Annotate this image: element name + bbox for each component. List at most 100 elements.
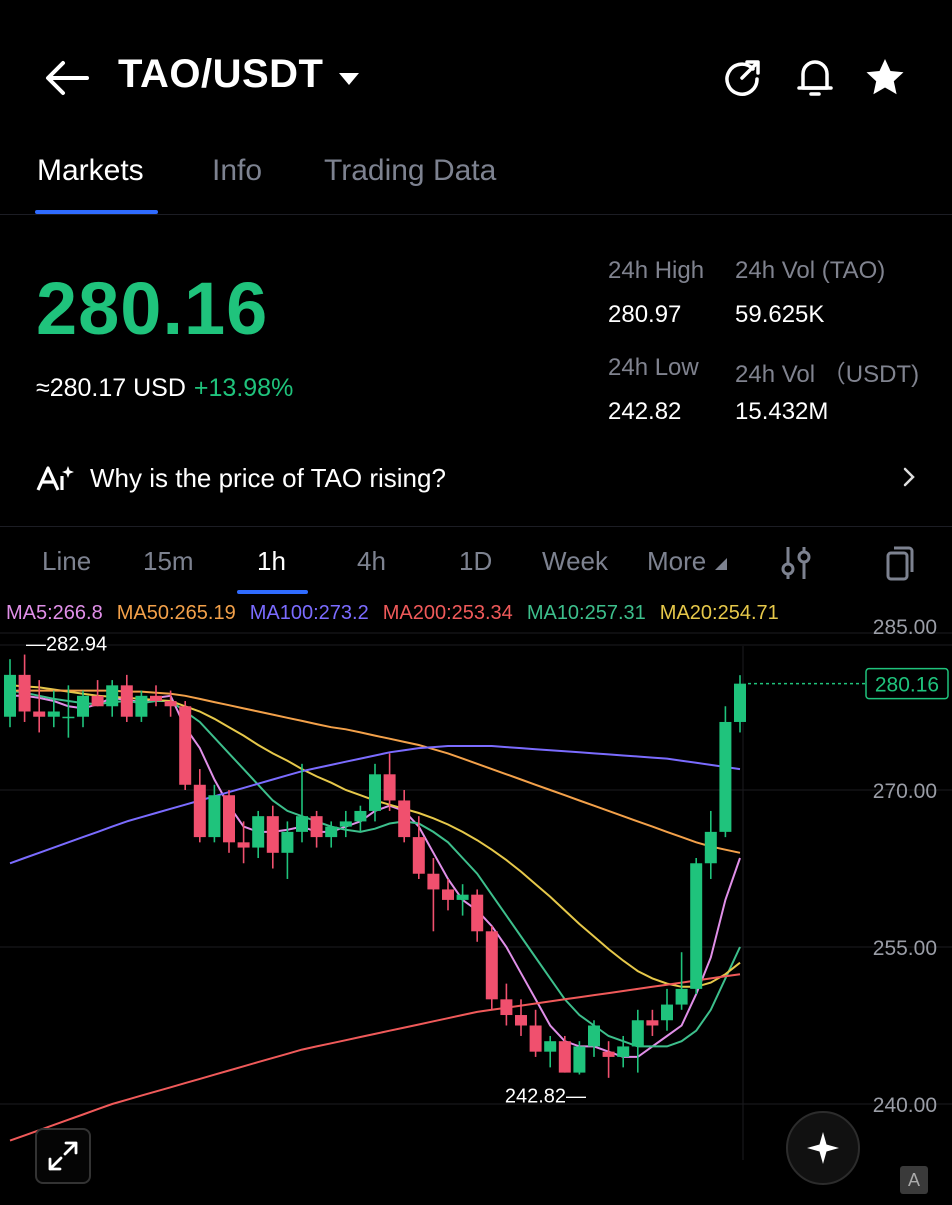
candle-body	[588, 1025, 600, 1047]
candle-body	[77, 695, 89, 717]
ma100-label: MA100:273.2	[249, 602, 369, 624]
candle-body	[179, 706, 192, 785]
candle-body	[646, 1020, 659, 1026]
timeframe-4h[interactable]: 4h	[357, 546, 386, 576]
candle-body	[573, 1046, 586, 1073]
candle-body	[427, 873, 440, 890]
candle-body	[106, 685, 119, 707]
low-marker-label: 242.82—	[505, 1085, 586, 1107]
24h-high-value: 280.97	[608, 301, 682, 328]
y-axis-tick-label: 255.00	[873, 937, 937, 960]
ma-legend: MA5:266.8 MA50:265.19 MA100:273.2 MA200:253…	[6, 602, 793, 625]
timeframe-1d[interactable]: 1D	[459, 546, 493, 576]
candle-body	[734, 683, 746, 722]
candle-body	[558, 1041, 571, 1073]
accessibility-badge[interactable]: A	[900, 1166, 928, 1194]
candle-body	[325, 826, 338, 838]
back-arrow-icon[interactable]	[38, 56, 94, 100]
candle-body	[47, 711, 60, 717]
candle-body	[719, 721, 732, 832]
candle-body	[91, 695, 104, 707]
timeframe-1h[interactable]: 1h	[257, 546, 286, 576]
candle-body	[383, 774, 396, 801]
ai-assistant-button[interactable]	[786, 1111, 860, 1185]
ma-line-ma5	[10, 694, 741, 1058]
candle-body	[412, 837, 425, 874]
candle-body	[661, 1004, 673, 1021]
high-marker-label: —282.94	[26, 634, 107, 656]
candle-body	[617, 1046, 630, 1057]
fullscreen-button[interactable]	[35, 1128, 91, 1184]
candle-body	[500, 999, 513, 1016]
24h-vol-tao-label: 24h Vol (TAO)	[735, 257, 886, 284]
ma-line-ma10	[9, 689, 741, 1048]
candle-body	[164, 701, 177, 707]
chevron-right-icon	[902, 464, 916, 495]
timeframe-week[interactable]: Week	[542, 546, 608, 576]
candle-body	[442, 889, 454, 900]
chart-svg[interactable]: 285.00 270.00 255.00 240.00 280.16 —282.94 242…	[0, 600, 952, 1200]
candlestick-chart[interactable]: 285.00 270.00 255.00 240.00 280.16 —282.94 242…	[0, 600, 952, 1200]
ma200-label: MA200:253.34	[382, 602, 513, 624]
ma20-label: MA20:254.71	[659, 602, 779, 624]
24h-low-label: 24h Low	[608, 354, 699, 381]
approx-usd-price: ≈280.17 USD	[36, 374, 186, 402]
price-insight-text: Why is the price of TAO rising?	[90, 463, 446, 493]
pair-title[interactable]: TAO/USDT	[118, 52, 324, 96]
candle-body	[296, 816, 308, 832]
expand-icon	[48, 1141, 78, 1171]
candle-body	[237, 842, 250, 848]
star-icon[interactable]	[862, 54, 908, 100]
y-axis-tick-label: 240.00	[873, 1094, 937, 1117]
y-axis-tick-label: 285.00	[873, 616, 937, 639]
candle-body	[266, 816, 279, 853]
timeframe-15m[interactable]: 15m	[143, 546, 194, 576]
candle-body	[4, 674, 16, 717]
tab-info[interactable]: Info	[212, 154, 263, 187]
candle-body	[193, 784, 206, 838]
candle-body	[704, 831, 717, 864]
dropdown-caret-icon[interactable]	[336, 66, 362, 92]
ai-sparkle-icon	[36, 464, 76, 499]
price-insight-row[interactable]: Why is the price of TAO rising?	[36, 458, 916, 502]
sparkle-icon	[807, 1132, 839, 1164]
candle-body	[485, 931, 498, 1000]
24h-vol-usdt-label: 24h Vol （USDT)	[735, 361, 920, 388]
candle-body	[690, 863, 703, 989]
24h-vol-tao-value: 59.625K	[735, 301, 825, 328]
candle-body	[602, 1051, 615, 1057]
insight-divider	[0, 526, 952, 527]
more-corner-icon	[715, 558, 728, 570]
candle-body	[150, 695, 162, 702]
candle-body	[33, 711, 46, 717]
last-price-tag	[865, 667, 949, 700]
candle-body	[208, 795, 221, 838]
timeframe-line[interactable]: Line	[42, 546, 92, 576]
candle-body	[529, 1025, 542, 1052]
candle-body	[456, 894, 469, 900]
tab-markets[interactable]: Markets	[37, 154, 144, 187]
timeframe-more-label: More	[647, 546, 707, 576]
candle-body	[398, 800, 411, 838]
24h-high-label: 24h High	[608, 257, 705, 284]
candle-body	[223, 795, 235, 843]
tabs-divider	[0, 214, 952, 215]
indicator-settings-icon[interactable]	[778, 544, 814, 582]
timeframe-more[interactable]: More	[647, 546, 728, 577]
ma-line-ma100	[9, 745, 741, 865]
last-price: 280.16	[36, 267, 269, 350]
y-axis-tick-label: 270.00	[873, 780, 937, 803]
usd-price-line: ≈280.17 USD +13.98%	[36, 374, 293, 403]
candle-body	[281, 831, 294, 853]
share-icon[interactable]	[720, 54, 766, 100]
candle-body	[544, 1041, 557, 1052]
candle-body	[471, 894, 484, 932]
ma5-label: MA5:266.8	[6, 602, 103, 624]
ma-line-ma20	[9, 684, 741, 988]
last-price-tag-label: 280.16	[875, 674, 939, 697]
bell-icon[interactable]	[792, 54, 838, 100]
copy-layout-icon[interactable]	[882, 542, 918, 584]
tab-trading-data[interactable]: Trading Data	[324, 154, 497, 187]
candle-body	[515, 1015, 527, 1026]
candle-body	[18, 674, 31, 712]
